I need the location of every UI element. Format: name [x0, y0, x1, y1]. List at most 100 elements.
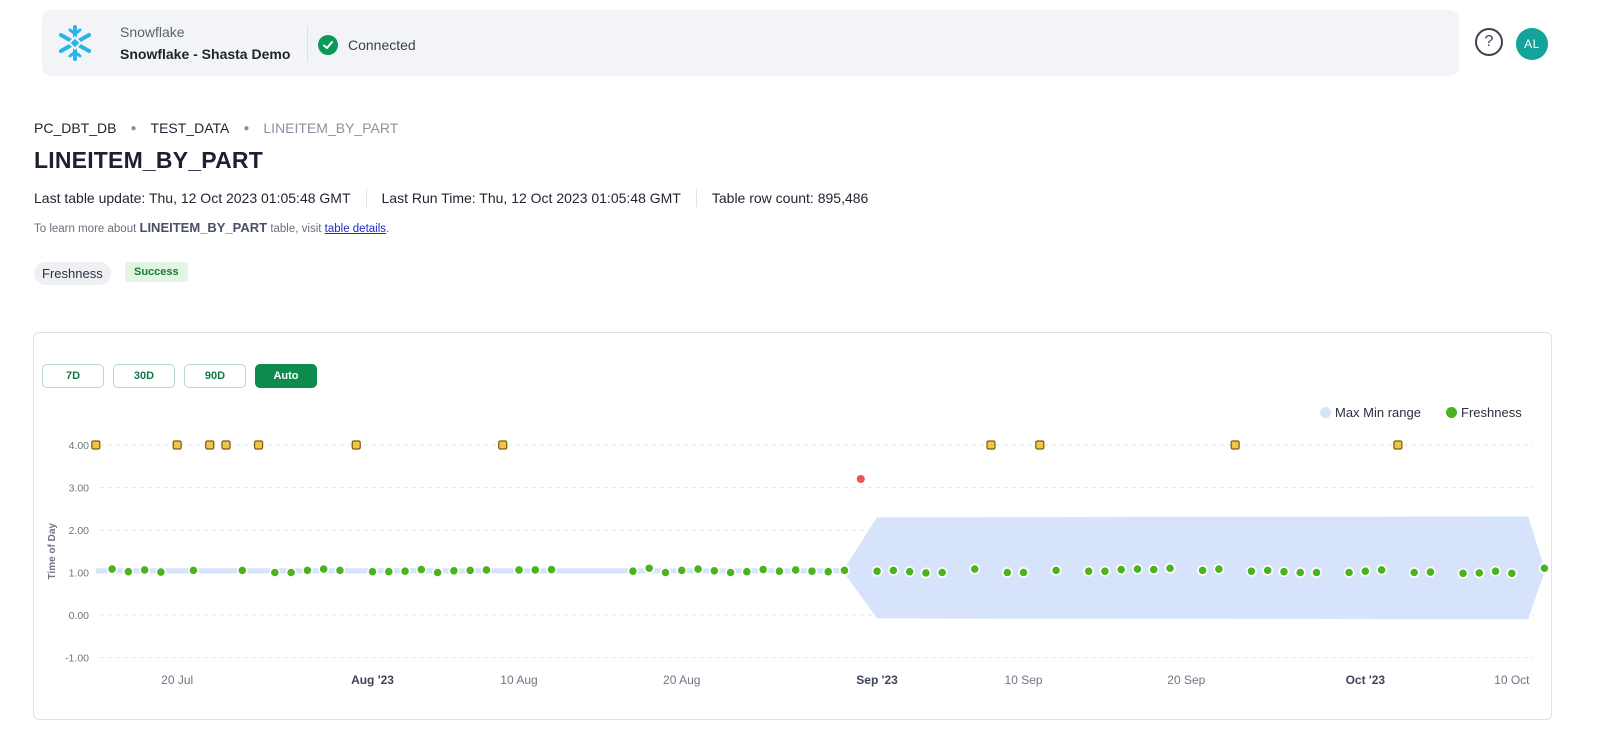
freshness-point — [383, 566, 395, 578]
freshness-point — [1262, 564, 1274, 576]
freshness-point — [301, 564, 313, 576]
breadcrumb-database[interactable]: PC_DBT_DB — [34, 120, 117, 136]
connection-status: Connected — [318, 35, 416, 55]
freshness-point — [415, 564, 427, 575]
freshness-point — [1506, 567, 1518, 579]
freshness-point — [1490, 565, 1501, 577]
freshness-point — [1213, 563, 1225, 575]
freshness-point — [660, 567, 671, 578]
freshness-point — [269, 567, 281, 578]
freshness-point — [188, 564, 199, 576]
range-button-30d[interactable]: 30D — [113, 364, 175, 388]
freshness-point — [1278, 566, 1290, 578]
avatar[interactable]: AL — [1516, 28, 1548, 60]
freshness-point — [1538, 562, 1550, 574]
freshness-point — [822, 566, 834, 578]
learn-more-prefix: To learn more about — [34, 223, 137, 235]
marker-point — [221, 440, 231, 450]
marker-point — [172, 440, 182, 450]
learn-more-middle: table, visit — [270, 223, 322, 235]
x-tick-label: Aug '23 — [351, 673, 394, 687]
freshness-point — [529, 564, 541, 576]
freshness-point — [106, 563, 118, 575]
freshness-point — [334, 564, 346, 576]
freshness-point — [155, 566, 167, 578]
freshness-point — [1376, 564, 1388, 576]
breadcrumb: PC_DBT_DB ● TEST_DATA ● LINEITEM_BY_PART — [34, 120, 398, 136]
legend-label: Freshness — [1461, 405, 1522, 420]
freshness-point — [464, 564, 476, 576]
marker-point — [498, 440, 508, 450]
freshness-point — [285, 567, 297, 578]
freshness-point — [1115, 564, 1127, 575]
freshness-point — [318, 563, 330, 575]
x-tick-label: 20 Jul — [161, 673, 193, 687]
freshness-point — [708, 565, 720, 577]
freshness-point — [790, 564, 802, 576]
status-badge: Success — [125, 262, 188, 282]
freshness-point — [1343, 567, 1355, 578]
marker-point — [351, 440, 361, 450]
freshness-point — [904, 566, 916, 578]
legend-item-range[interactable]: Max Min range — [1320, 405, 1421, 420]
breadcrumb-schema[interactable]: TEST_DATA — [150, 120, 230, 136]
freshness-point — [643, 562, 655, 574]
breadcrumb-table: LINEITEM_BY_PART — [263, 120, 399, 136]
freshness-point — [367, 566, 378, 578]
connection-type: Snowflake — [120, 24, 185, 40]
legend-swatch — [1320, 407, 1331, 418]
freshness-point — [1246, 565, 1257, 577]
y-tick-label: 2.00 — [69, 525, 90, 537]
freshness-point — [1294, 567, 1306, 578]
freshness-point — [1001, 567, 1013, 578]
freshness-point — [757, 564, 769, 575]
connection-name: Snowflake - Shasta Demo — [120, 46, 291, 62]
legend-swatch — [1446, 407, 1457, 418]
y-tick-label: 4.00 — [69, 440, 90, 452]
freshness-point — [448, 565, 460, 577]
freshness-point — [1083, 565, 1095, 577]
freshness-point — [122, 566, 134, 578]
freshness-point — [627, 565, 639, 577]
divider — [307, 26, 308, 62]
max-min-range-band — [95, 516, 1545, 620]
freshness-point — [1018, 567, 1029, 578]
x-tick-label: Oct '23 — [1346, 673, 1386, 687]
range-button-90d[interactable]: 90D — [184, 364, 246, 388]
freshness-point — [676, 564, 688, 576]
marker-point — [1230, 440, 1240, 450]
y-tick-label: -1.00 — [65, 653, 89, 665]
learn-more-suffix: . — [386, 223, 390, 235]
freshness-point — [741, 566, 753, 578]
page-title: LINEITEM_BY_PART — [34, 147, 263, 173]
freshness-point — [774, 565, 785, 577]
freshness-point — [887, 564, 899, 576]
range-button-7d[interactable]: 7D — [42, 364, 104, 388]
legend-label: Max Min range — [1335, 405, 1421, 420]
last-run-time: Last Run Time: Thu, 12 Oct 2023 01:05:48… — [381, 190, 681, 206]
range-button-auto[interactable]: Auto — [255, 364, 317, 388]
table-details-link[interactable]: table details — [324, 223, 387, 235]
freshness-point — [936, 567, 948, 578]
y-tick-label: 0.00 — [69, 610, 90, 622]
freshness-point — [546, 564, 557, 575]
freshness-point — [1197, 564, 1208, 576]
snowflake-icon — [56, 24, 94, 62]
freshness-point — [432, 567, 444, 578]
freshness-point — [139, 564, 151, 576]
freshness-point — [1425, 566, 1436, 578]
freshness-point — [969, 563, 981, 575]
marker-point — [91, 440, 101, 450]
help-circle-icon[interactable]: ? — [1475, 28, 1503, 56]
freshness-point — [920, 567, 932, 579]
freshness-point — [1099, 565, 1111, 577]
freshness-point — [236, 564, 248, 576]
breadcrumb-separator: ● — [243, 122, 250, 134]
freshness-point — [1359, 565, 1371, 577]
marker-point — [253, 440, 264, 450]
freshness-point — [1132, 563, 1143, 575]
freshness-point — [1311, 567, 1322, 578]
y-axis-label: Time of Day — [47, 523, 58, 580]
legend-item-freshness[interactable]: Freshness — [1446, 405, 1522, 420]
x-tick-label: 10 Oct — [1494, 673, 1530, 687]
